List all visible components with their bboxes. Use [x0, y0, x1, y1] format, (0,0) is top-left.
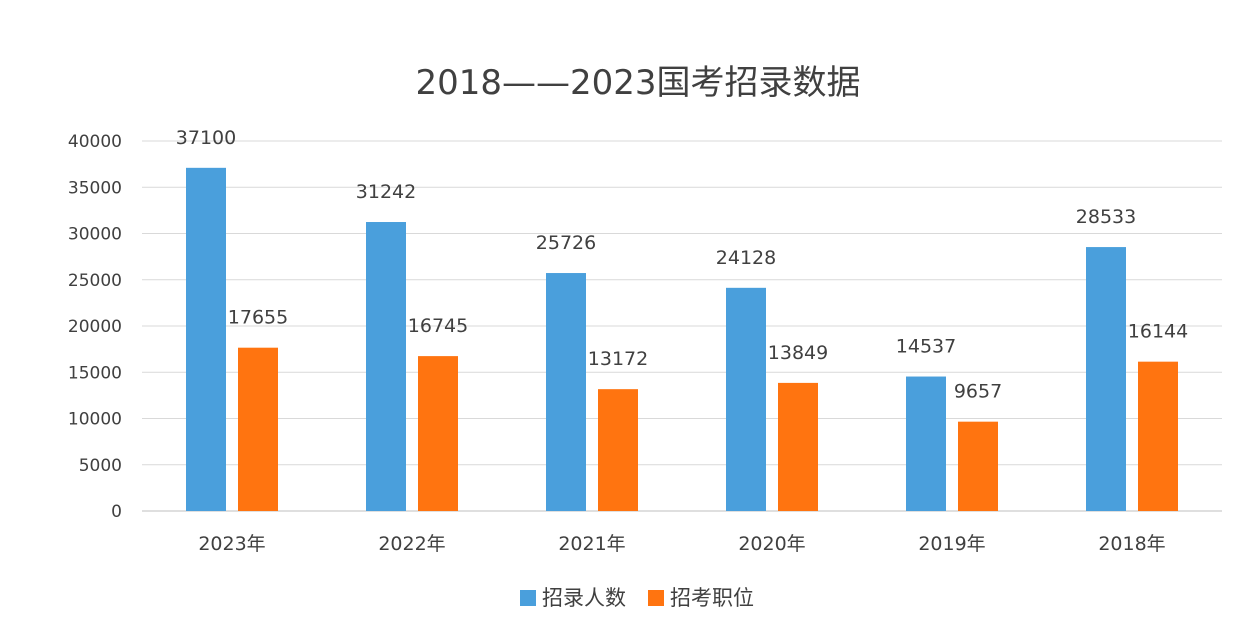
x-category-label: 2022年	[378, 533, 445, 555]
bar-series-1	[726, 287, 766, 511]
data-label: 31242	[356, 181, 416, 203]
x-category-label: 2018年	[1098, 533, 1165, 555]
y-tick-label: 25000	[68, 271, 122, 291]
data-labels: 37100 17655 31242 16745 25726 13172 24128 13849…	[176, 127, 1188, 403]
data-label: 16745	[408, 315, 468, 337]
bars	[186, 167, 1178, 511]
legend-swatch	[520, 590, 536, 606]
y-tick-label: 5000	[79, 456, 122, 476]
bar-series-2	[238, 347, 278, 511]
data-label: 37100	[176, 127, 236, 149]
legend-label: 招录人数	[542, 586, 626, 610]
data-label: 9657	[954, 381, 1002, 403]
data-label: 24128	[716, 247, 776, 269]
bar-series-1	[366, 222, 406, 511]
x-category-label: 2019年	[918, 533, 985, 555]
x-category-label: 2021年	[558, 533, 625, 555]
legend-swatch	[648, 590, 664, 606]
data-label: 13849	[768, 342, 828, 364]
y-tick-label: 40000	[68, 132, 122, 152]
y-tick-label: 0	[111, 502, 122, 522]
y-tick-label: 10000	[68, 410, 122, 430]
data-label: 25726	[536, 232, 596, 254]
y-tick-label: 15000	[68, 363, 122, 383]
bar-series-1	[186, 167, 226, 511]
data-label: 14537	[896, 336, 956, 358]
data-label: 13172	[588, 348, 648, 370]
bar-series-2	[598, 389, 638, 511]
bar-series-1	[906, 376, 946, 511]
bar-series-2	[778, 382, 818, 511]
data-label: 17655	[228, 307, 288, 329]
y-tick-label: 30000	[68, 225, 122, 245]
y-tick-label: 35000	[68, 178, 122, 198]
data-label: 28533	[1076, 206, 1136, 228]
x-axis-category-labels: 2023年 2022年 2021年 2020年 2019年 2018年	[198, 533, 1165, 555]
x-category-label: 2020年	[738, 533, 805, 555]
legend-label: 招考职位	[670, 586, 754, 610]
bar-series-1	[546, 273, 586, 511]
gridlines	[142, 140, 1222, 512]
x-category-label: 2023年	[198, 533, 265, 555]
bar-series-2	[1138, 361, 1178, 511]
y-axis-tick-labels: 0 5000 10000 15000 20000 25000 30000 35000 40000	[68, 132, 122, 522]
bar-series-2	[418, 356, 458, 511]
chart-title: 2018——2023国考招录数据	[415, 63, 860, 103]
bar-series-2	[958, 421, 998, 511]
data-label: 16144	[1128, 321, 1188, 343]
bar-series-1	[1086, 247, 1126, 511]
legend: 招录人数 招考职位	[520, 586, 754, 610]
y-tick-label: 20000	[68, 317, 122, 337]
